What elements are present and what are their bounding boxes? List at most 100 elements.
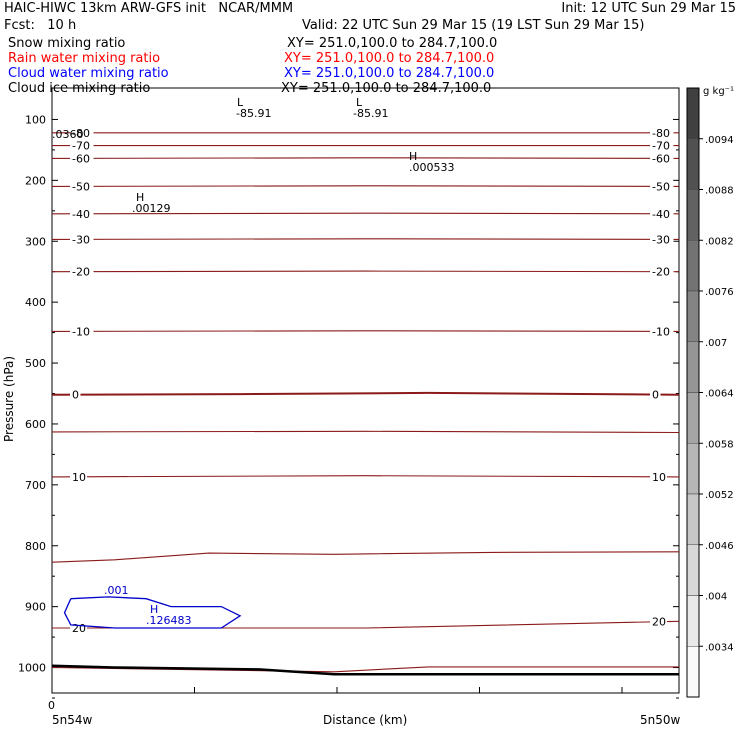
colorbar-bin bbox=[686, 595, 700, 647]
field-xy-cloud-water: XY= 251.0,100.0 to 284.7,100.0 bbox=[284, 66, 495, 81]
y-tick-label: 500 bbox=[25, 357, 46, 370]
contour-label-bg bbox=[70, 388, 81, 401]
y-tick-label: 400 bbox=[25, 296, 46, 309]
contour-label-bg bbox=[70, 233, 94, 246]
colorbar-tick-label: .0076 bbox=[705, 287, 734, 298]
colorbar-bin bbox=[686, 443, 700, 495]
contour-label: -50 bbox=[652, 180, 670, 193]
contour-label: 0 bbox=[72, 389, 79, 402]
high-marker: H bbox=[409, 150, 417, 163]
contour-label: -70 bbox=[652, 140, 670, 153]
contour-label-bg bbox=[650, 126, 674, 139]
contour-label-bg bbox=[70, 207, 94, 220]
colorbar-tick-label: .0046 bbox=[705, 541, 734, 552]
contour-label: -20 bbox=[652, 266, 670, 279]
colorbar-bin bbox=[686, 189, 700, 241]
colorbar-tick-label: .0034 bbox=[705, 642, 734, 653]
forecast-hour: Fcst: 10 h bbox=[4, 18, 77, 33]
cloud-water-contour: .001 bbox=[63, 584, 242, 629]
x-axis-right-label: 5n50w bbox=[640, 713, 681, 727]
field-xy-snow: XY= 251.0,100.0 to 284.7,100.0 bbox=[287, 36, 498, 51]
x-axis-left-label: 5n54w bbox=[52, 713, 93, 727]
init-time: Init: 12 UTC Sun 29 Mar 15 bbox=[561, 1, 736, 16]
contour-label: 10 bbox=[652, 471, 666, 484]
contour-label-bg bbox=[70, 180, 94, 193]
colorbar-tick-label: .0058 bbox=[705, 439, 734, 450]
contour-label: -80 bbox=[72, 127, 90, 140]
colorbar-tick-label: .0052 bbox=[705, 490, 734, 501]
field-name-rain: Rain water mixing ratio bbox=[8, 51, 161, 66]
plot-frame bbox=[51, 87, 680, 694]
valid-time: Valid: 22 UTC Sun 29 Mar 15 (19 LST Sun … bbox=[302, 18, 645, 33]
y-tick-label: 900 bbox=[25, 601, 46, 614]
contour-label: -20 bbox=[72, 266, 90, 279]
contour-line bbox=[51, 475, 680, 478]
low-value: -85.91 bbox=[353, 107, 388, 120]
low-marker: L bbox=[237, 96, 244, 109]
colorbar-bin bbox=[686, 544, 700, 596]
contour-line bbox=[51, 238, 680, 240]
colorbar-bin bbox=[686, 646, 700, 698]
high-value: .000533 bbox=[409, 161, 455, 174]
contour-label-bg bbox=[650, 152, 674, 165]
high-marker: H bbox=[136, 191, 144, 204]
contour-label-bg bbox=[650, 325, 674, 338]
colorbar-bin bbox=[686, 240, 700, 292]
high-value: .126483 bbox=[146, 614, 192, 627]
cloud-water-line bbox=[63, 596, 242, 629]
contour-label-bg bbox=[650, 233, 674, 246]
colorbar-tick-label: .007 bbox=[705, 338, 727, 349]
contour-label: 10 bbox=[72, 471, 86, 484]
colorbar-tick-label: .0094 bbox=[705, 135, 734, 146]
contour-label-bg bbox=[650, 615, 667, 628]
y-axis-label: Pressure (hPa) bbox=[2, 356, 16, 442]
chart-title: HAIC-HIWC 13km ARW-GFS init NCAR/MMM bbox=[4, 1, 294, 16]
high-value: .00129 bbox=[132, 202, 171, 215]
terrain-line bbox=[51, 664, 679, 676]
colorbar-bin bbox=[686, 138, 700, 190]
field-name-cloud-water: Cloud water mixing ratio bbox=[8, 66, 169, 81]
contour-line bbox=[51, 157, 680, 159]
contour-label: -10 bbox=[72, 325, 90, 338]
y-tick-label: 600 bbox=[25, 418, 46, 431]
colorbar-tick-label: .0088 bbox=[705, 186, 734, 197]
cloud-water-label: .001 bbox=[104, 584, 129, 597]
y-tick-label: 200 bbox=[25, 174, 46, 187]
terrain-line bbox=[51, 664, 679, 676]
y-tick-label: 800 bbox=[25, 540, 46, 553]
contour-line bbox=[51, 185, 680, 187]
y-tick-label: 1000 bbox=[18, 662, 46, 675]
contour-label: 0 bbox=[652, 389, 659, 402]
contour-line bbox=[51, 391, 680, 396]
colorbar-bin bbox=[686, 392, 700, 444]
contour-label-bg bbox=[650, 470, 667, 483]
contour-label: -80 bbox=[652, 127, 670, 140]
contour-label: -40 bbox=[72, 208, 90, 221]
contour-label: -10 bbox=[652, 325, 670, 338]
low-value: -85.91 bbox=[236, 107, 271, 120]
colorbar-bin bbox=[686, 87, 700, 139]
contour-label-bg bbox=[650, 265, 674, 278]
x-axis-title: Distance (km) bbox=[323, 713, 407, 727]
contour-label: 20 bbox=[652, 615, 666, 628]
contour-line bbox=[51, 270, 680, 273]
contour-label-bg bbox=[70, 126, 94, 139]
high-marker: H bbox=[150, 603, 158, 616]
contour-label-bg bbox=[70, 470, 87, 483]
extrema-annotations: L-85.91L-85.91.0360H.000533H.00129H.1264… bbox=[52, 96, 455, 627]
contour-label-bg bbox=[70, 325, 94, 338]
contour-label: -60 bbox=[652, 152, 670, 165]
contour-label: 20 bbox=[72, 622, 86, 635]
contour-label: -30 bbox=[652, 233, 670, 246]
y-tick-label: 100 bbox=[25, 113, 46, 126]
contour-label: -30 bbox=[72, 233, 90, 246]
contour-label-bg bbox=[650, 388, 661, 401]
contour-label: -50 bbox=[72, 180, 90, 193]
contour-label-bg bbox=[650, 207, 674, 220]
colorbar-tick-label: .0064 bbox=[705, 389, 734, 400]
colorbar-bin bbox=[686, 341, 700, 393]
contour-label-bg bbox=[650, 139, 674, 152]
contour-line bbox=[51, 212, 680, 215]
